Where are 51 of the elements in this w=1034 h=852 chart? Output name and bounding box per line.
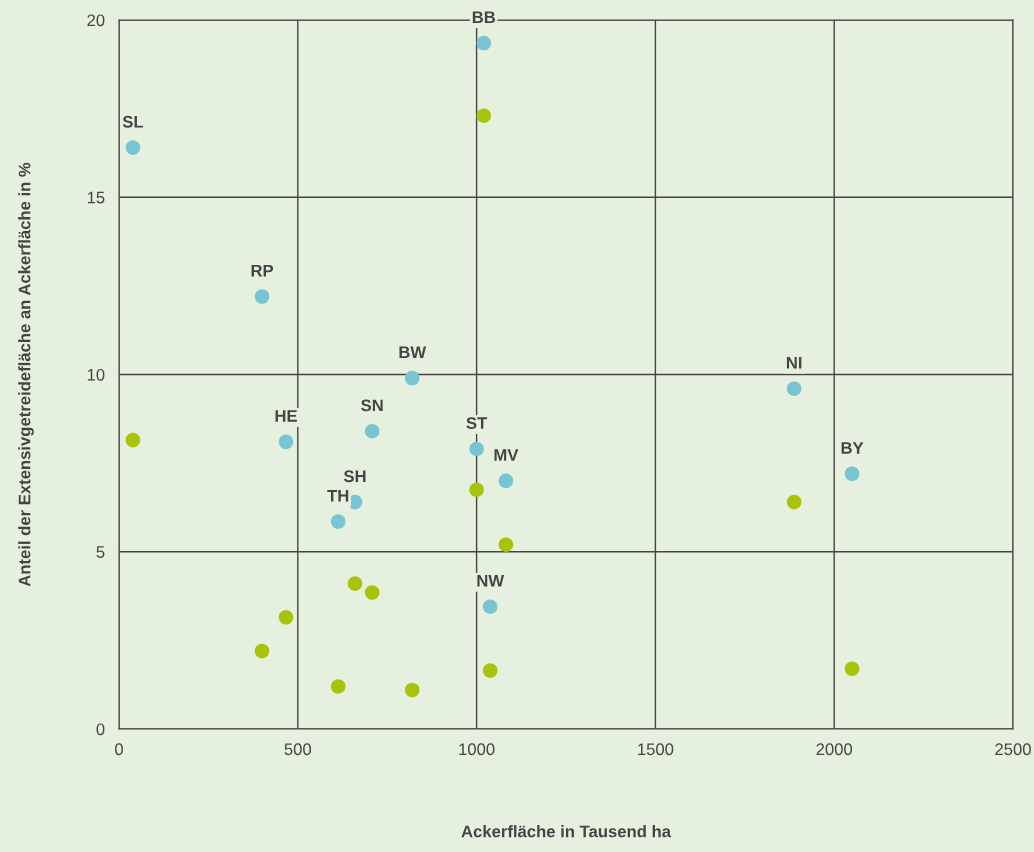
point [330, 514, 346, 529]
point [844, 661, 860, 677]
y-tick-label: 0 [96, 723, 105, 736]
x-tick-label: 1000 [459, 743, 495, 756]
point [278, 434, 294, 450]
x-tick-label: 1500 [638, 743, 674, 756]
annotation: NW [477, 575, 505, 587]
annotation: BY [841, 442, 864, 454]
annotation: BB [472, 11, 496, 23]
annotation: MV [494, 449, 519, 461]
x-tick-label: 2500 [995, 743, 1031, 756]
point [498, 537, 514, 552]
point [364, 423, 380, 439]
annotation: BW [399, 346, 427, 358]
annotation: SN [361, 399, 383, 412]
annotation: SH [343, 470, 366, 483]
annotation: RP [251, 264, 274, 277]
point [498, 473, 514, 489]
x-tick-label: 500 [284, 743, 312, 756]
point [844, 466, 860, 482]
point [482, 599, 498, 614]
point [254, 289, 270, 304]
annotation: ST [466, 417, 488, 429]
x-tick-label: 0 [115, 743, 123, 756]
point [330, 679, 346, 694]
point [404, 370, 420, 386]
point [482, 663, 498, 678]
y-tick-label: 5 [96, 546, 105, 558]
y-axis-title: Anteil der Extensivgetreidefläche an Ackerfläche in % [18, 162, 34, 587]
point [347, 576, 363, 591]
y-tick-label: 15 [87, 191, 105, 204]
point [476, 108, 492, 123]
point [786, 381, 802, 396]
point [364, 585, 380, 600]
point [476, 35, 492, 51]
x-tick-label: 2000 [816, 743, 853, 756]
y-tick-label: 20 [87, 14, 105, 27]
point [786, 494, 802, 510]
point [278, 610, 294, 625]
annotation: HE [275, 410, 297, 422]
point [125, 140, 141, 155]
point [125, 432, 141, 448]
point [469, 441, 484, 457]
x-axis-title: Ackerfläche in Tausend ha [461, 825, 672, 838]
point [469, 482, 484, 497]
point [254, 643, 270, 659]
y-tick-label: 10 [87, 368, 105, 381]
annotation: SL [122, 115, 144, 128]
annotation: NI [786, 357, 802, 369]
point [404, 682, 420, 698]
annotation: TH [327, 490, 349, 502]
